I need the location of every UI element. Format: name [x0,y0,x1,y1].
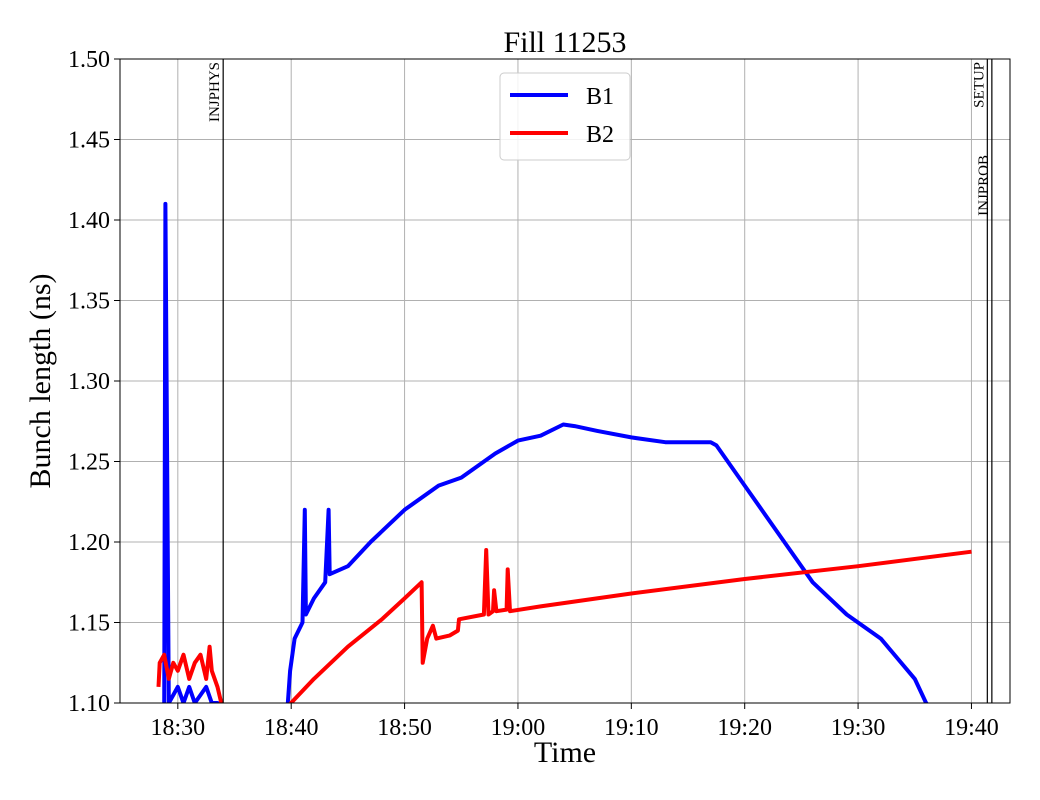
x-axis-label: Time [534,736,596,769]
y-tick-label: 1.15 [68,611,110,637]
series-line [162,201,929,703]
y-tick-label: 1.45 [68,128,110,154]
chart-title: Fill 11253 [503,26,626,59]
x-tick-label: 19:20 [717,715,772,741]
legend-label: B1 [586,84,614,110]
y-tick-label: 1.40 [68,208,110,234]
x-tick-label: 18:50 [377,715,432,741]
x-tick-label: 18:40 [264,715,319,741]
plot-area [156,201,972,703]
event-label: INJPROB [976,155,992,216]
event-label: SETUP [971,62,987,108]
x-tick-label: 19:30 [831,715,886,741]
x-tick-label: 18:30 [150,715,205,741]
legend-label: B2 [586,122,614,148]
y-tick-label: 1.50 [68,47,110,73]
event-label: INJPHYS [207,62,223,122]
x-tick-label: 19:00 [491,715,546,741]
y-axis-label: Bunch length (ns) [24,274,57,489]
plot-frame [119,58,1011,704]
y-tick-label: 1.30 [68,369,110,395]
x-tick-label: 19:40 [944,715,999,741]
y-tick-label: 1.25 [68,450,110,476]
series-line [156,548,972,703]
y-tick-label: 1.20 [68,530,110,556]
x-tick-label: 19:10 [604,715,659,741]
y-tick-label: 1.10 [68,691,110,717]
y-tick-label: 1.35 [68,289,110,315]
